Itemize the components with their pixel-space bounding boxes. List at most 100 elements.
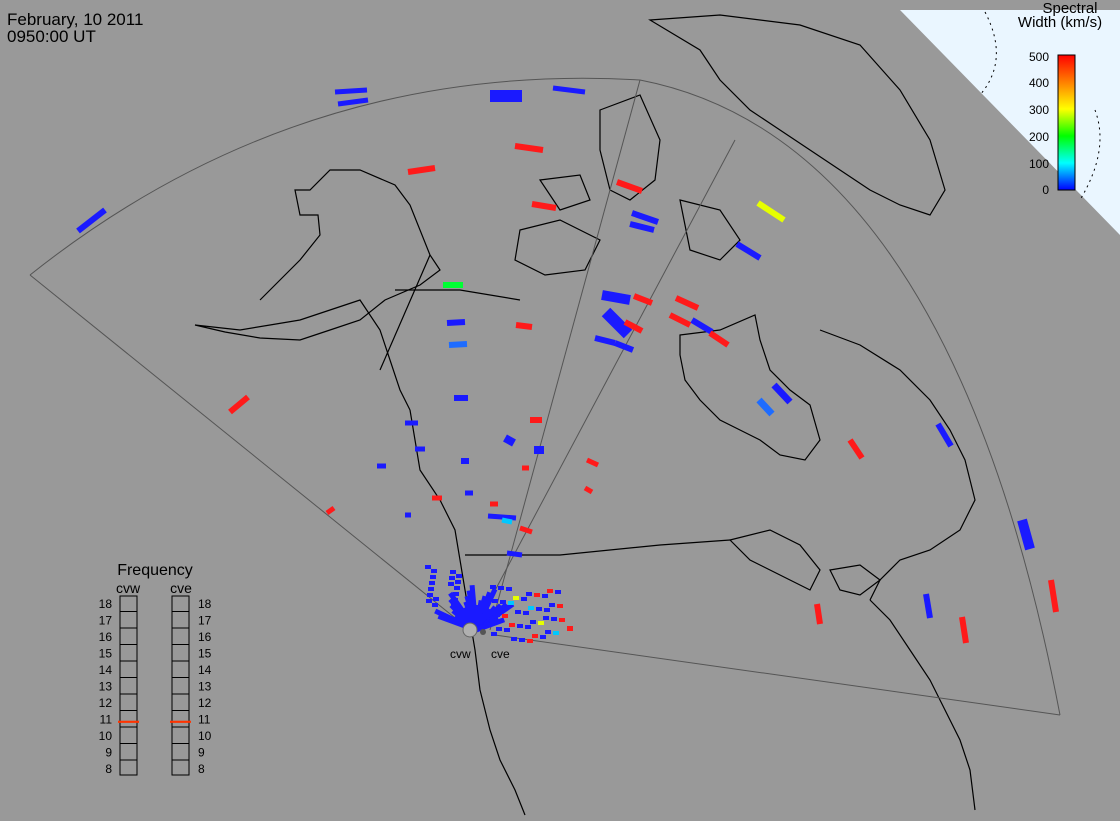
coastline-east-coast	[869, 599, 976, 811]
radar-sites: cvw cve	[450, 622, 510, 661]
frequency-scale-label: 12	[198, 696, 212, 710]
echo-segment	[228, 394, 250, 415]
echo-cell	[454, 586, 460, 590]
echo-cell	[506, 587, 512, 591]
echo-segment	[674, 295, 700, 311]
echo-cell	[504, 628, 510, 632]
echo-segment	[325, 505, 336, 516]
echo-cell	[427, 593, 433, 597]
echo-segment	[1017, 518, 1035, 551]
echo-cell	[496, 627, 502, 631]
echo-segment	[735, 241, 762, 261]
echo-cell	[428, 587, 434, 591]
echo-segment	[668, 312, 692, 328]
colorbar-gradient	[1057, 54, 1076, 191]
echo-cell	[508, 601, 514, 605]
echo-cell	[557, 604, 563, 608]
frequency-scale-label: 12	[99, 696, 113, 710]
echo-cell	[448, 582, 454, 586]
frequency-scale-label: 10	[198, 729, 212, 743]
frequency-scale-label: 8	[198, 762, 205, 776]
echo-segment	[503, 434, 516, 447]
frequency-label-cve: cve	[170, 580, 192, 596]
daylight-region	[900, 10, 1120, 235]
echo-cell	[559, 618, 565, 622]
frequency-scales: 18 18 17 17 16 16 15 15 14 14 13 13 12 12 11 11 10 10 9 9 8 8	[99, 595, 212, 776]
echo-cell	[453, 592, 459, 596]
echo-cell	[456, 574, 462, 578]
echo-cell	[491, 632, 497, 636]
echo-segment	[629, 221, 655, 233]
frequency-scale-label: 9	[198, 746, 205, 760]
echo-cell	[534, 593, 540, 597]
echo-cell	[511, 637, 517, 641]
echo-cell	[431, 569, 437, 573]
frequency-scale-label: 15	[198, 647, 212, 661]
echo-segment	[487, 513, 517, 521]
echo-cell	[567, 626, 573, 631]
echo-cell	[509, 623, 515, 627]
echo-cell	[515, 610, 521, 614]
frequency-scale-label: 9	[105, 746, 112, 760]
fov-east-edge	[494, 634, 1061, 716]
header-time: 0950:00 UT	[7, 27, 96, 46]
radar-site-cvw	[462, 622, 478, 638]
echo-cell	[553, 631, 559, 635]
echo-cell	[513, 596, 519, 600]
echo-cell	[490, 585, 496, 589]
colorbar-tick-label: 0	[1042, 183, 1049, 197]
echo-cell	[536, 607, 542, 611]
echo-segment	[334, 87, 368, 95]
echo-segment	[337, 97, 369, 107]
radar-echoes	[76, 85, 1059, 644]
colorbar-tick-label: 400	[1029, 76, 1049, 90]
echo-cell	[455, 580, 461, 584]
echo-cell	[542, 594, 548, 598]
echo-segment	[531, 201, 557, 211]
echo-cell	[521, 597, 527, 601]
frequency-scale-label: 16	[198, 630, 212, 644]
colorbar-tick-label: 300	[1029, 103, 1049, 117]
frequency-scale-label: 17	[198, 614, 212, 628]
echo-cell	[517, 624, 523, 628]
terminator-dotted-arc	[979, 11, 1101, 201]
radar-label-cve: cve	[491, 647, 510, 661]
frequency-scale-label: 18	[99, 597, 113, 611]
echo-cell	[425, 565, 431, 569]
radar-label-cvw: cvw	[450, 647, 471, 661]
coastline-labrador	[819, 329, 976, 601]
echo-cell	[547, 589, 553, 593]
echo-cell	[433, 597, 439, 601]
frequency-scale-label: 14	[99, 663, 113, 677]
echo-segment	[623, 319, 644, 334]
colorbar-tick-label: 100	[1029, 157, 1049, 171]
echo-segment	[446, 319, 466, 326]
border-alaska-canada	[379, 254, 431, 371]
fov-cve-west-boundary	[489, 79, 641, 631]
echo-cell	[450, 570, 456, 574]
frequency-scale-label: 11	[198, 713, 211, 727]
colorbar-title-line1: Spectral	[1042, 0, 1097, 17]
echo-segment	[585, 457, 600, 468]
border-canada-usa	[465, 539, 731, 556]
header-date: February, 10 2011	[7, 10, 143, 29]
echo-cell	[430, 575, 436, 579]
frequency-scale-label: 10	[99, 729, 113, 743]
frequency-scale-label: 18	[198, 597, 212, 611]
border-canada-provinces	[395, 289, 521, 301]
echo-cell	[530, 620, 536, 624]
echo-segment	[923, 593, 933, 619]
echo-cell	[449, 576, 455, 580]
fov-cvw-east-boundary	[474, 139, 736, 629]
echo-cell	[429, 581, 435, 585]
echo-segment	[407, 165, 436, 175]
echo-segment	[632, 293, 654, 306]
echo-segment	[506, 550, 523, 558]
coastline-great-lakes	[728, 529, 881, 596]
echo-cell	[492, 599, 498, 603]
echo-cell	[532, 634, 538, 638]
echo-cell	[528, 606, 534, 610]
coastline-hudson-bay	[679, 314, 821, 461]
echo-cell	[494, 613, 500, 617]
echo-segment	[756, 397, 775, 417]
